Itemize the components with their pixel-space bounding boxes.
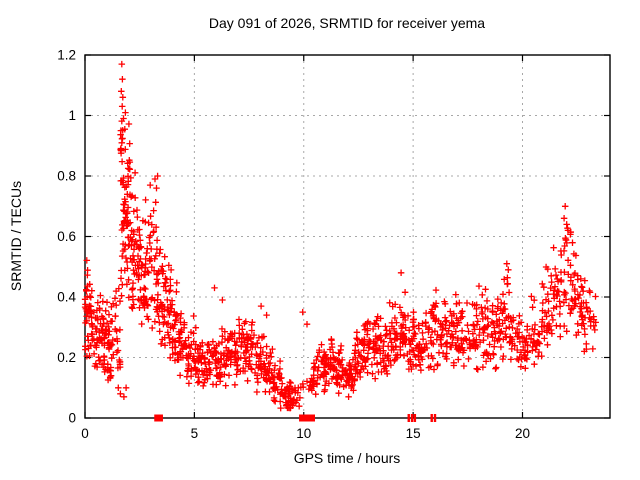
x-tick-label: 15 (406, 426, 421, 441)
x-tick-label: 10 (296, 426, 311, 441)
x-tick-label: 5 (191, 426, 199, 441)
baseline-mark-range (154, 414, 163, 422)
y-tick-label: 0.2 (57, 350, 76, 365)
chart-title: Day 091 of 2026, SRMTID for receiver yem… (209, 15, 485, 31)
baseline-mark (430, 414, 433, 422)
y-tick-label: 0 (68, 411, 76, 426)
y-axis-label: SRMTID / TECUs (8, 181, 24, 291)
baseline-mark (433, 414, 437, 422)
y-tick-label: 1.2 (57, 48, 76, 63)
baseline-mark (407, 414, 410, 422)
y-tick-label: 0.8 (57, 169, 76, 184)
baseline-mark-range (299, 414, 315, 422)
x-tick-label: 20 (515, 426, 530, 441)
y-tick-label: 1 (68, 108, 76, 123)
scatter-plus-markers (81, 60, 599, 412)
plot-border (84, 54, 611, 419)
y-tick-label: 0.4 (57, 290, 76, 305)
baseline-marks (154, 414, 437, 422)
x-tick-label: 0 (81, 426, 89, 441)
y-tick-label: 0.6 (57, 229, 76, 244)
tick-labels: 0 5 10 15 20 0 0.2 0.4 0.6 0.8 1 1.2 (57, 48, 530, 442)
data-points (81, 60, 599, 412)
baseline-mark (413, 414, 417, 422)
gridlines (85, 55, 610, 418)
x-axis-label: GPS time / hours (294, 450, 401, 466)
baseline-mark (410, 414, 414, 422)
